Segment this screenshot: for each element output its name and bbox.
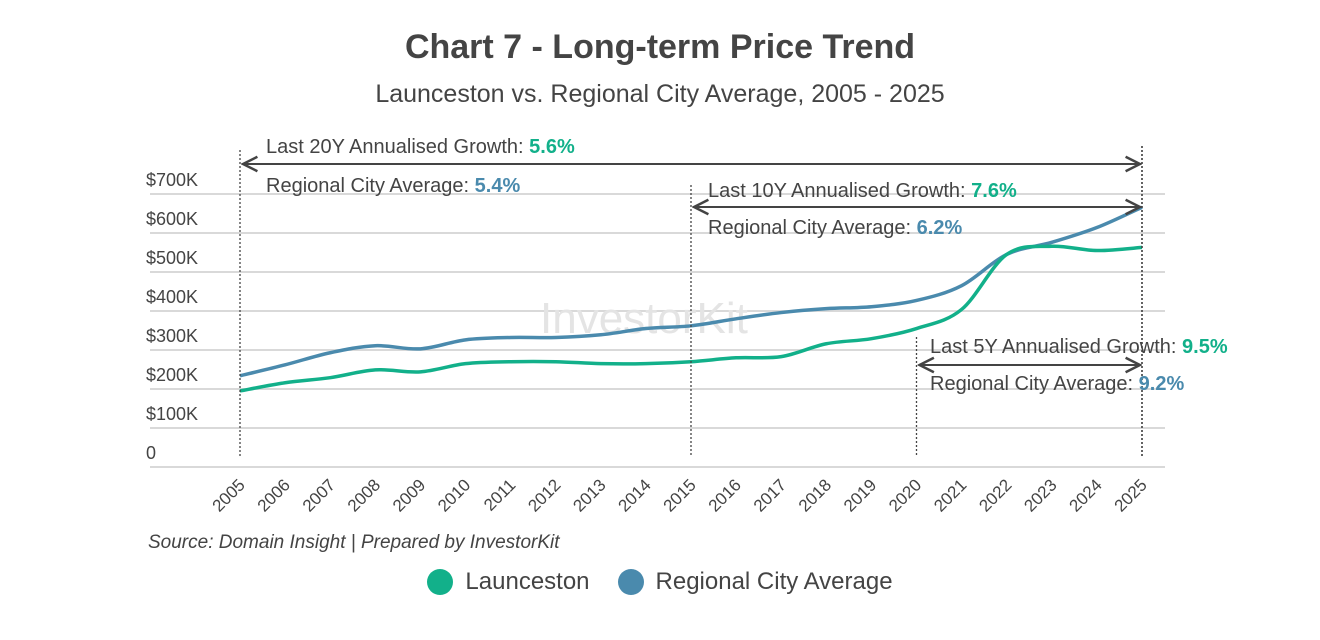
x-tick-label: 2024 — [1066, 475, 1106, 515]
annotation-growth-text: Last 10Y Annualised Growth: 7.6% — [708, 180, 1017, 202]
annotation-regional-label: Regional City Average: — [930, 373, 1139, 395]
y-tick-label: $700K — [146, 170, 198, 190]
annotation-growth-text: Last 5Y Annualised Growth: 9.5% — [930, 336, 1228, 358]
x-tick-label: 2022 — [975, 475, 1015, 515]
annotation-regional-value: 5.4% — [475, 175, 521, 197]
legend-marker-launceston — [427, 569, 454, 595]
annotation-regional-text: Regional City Average: 5.4% — [266, 175, 520, 197]
annotation-growth-value: 7.6% — [971, 180, 1017, 202]
y-tick-label: 0 — [146, 443, 156, 463]
legend-marker-regional — [617, 569, 644, 595]
x-tick-label: 2015 — [660, 475, 700, 515]
legend-item-launceston[interactable]: Launceston — [427, 568, 590, 596]
x-tick-label: 2007 — [299, 475, 339, 515]
x-tick-label: 2006 — [254, 475, 294, 515]
x-tick-label: 2019 — [840, 475, 880, 515]
source-note: Source: Domain Insight | Prepared by Inv… — [148, 532, 560, 553]
annotation-growth-label: Last 10Y Annualised Growth: — [708, 180, 971, 202]
x-tick-label: 2023 — [1020, 475, 1060, 515]
annotation-regional-label: Regional City Average: — [266, 175, 475, 197]
watermark-logo: InvestorKit — [540, 294, 748, 343]
x-tick-label: 2016 — [705, 475, 745, 515]
x-tick-label: 2011 — [480, 475, 519, 514]
x-tick-label: 2014 — [615, 475, 655, 515]
x-tick-label: 2017 — [750, 475, 790, 515]
legend-label-regional: Regional City Average — [655, 568, 893, 595]
legend: Launceston Regional City Average — [0, 568, 1320, 596]
x-tick-label: 2008 — [344, 475, 384, 515]
y-tick-label: $300K — [146, 326, 198, 346]
y-tick-label: $500K — [146, 248, 198, 268]
annotation-growth-value: 5.6% — [529, 136, 575, 158]
chart-subtitle: Launceston vs. Regional City Average, 20… — [375, 80, 945, 108]
x-tick-label: 2021 — [930, 475, 970, 515]
annotation-regional-value: 6.2% — [917, 217, 963, 239]
x-tick-label: 2013 — [569, 475, 609, 515]
x-tick-label: 2009 — [389, 475, 429, 515]
y-tick-label: $400K — [146, 287, 198, 307]
annotation-growth-text: Last 20Y Annualised Growth: 5.6% — [266, 136, 575, 158]
annotation-regional-text: Regional City Average: 6.2% — [708, 217, 962, 239]
annotation-growth-value: 9.5% — [1182, 336, 1228, 358]
annotation-growth-label: Last 20Y Annualised Growth: — [266, 136, 529, 158]
y-tick-label: $200K — [146, 365, 198, 385]
x-tick-label: 2018 — [795, 475, 835, 515]
x-tick-label: 2012 — [524, 475, 564, 515]
x-tick-label: 2025 — [1111, 475, 1151, 515]
x-tick-label: 2010 — [434, 475, 474, 515]
chart-title: Chart 7 - Long-term Price Trend — [404, 28, 916, 66]
y-tick-label: $100K — [146, 404, 198, 424]
legend-item-regional[interactable]: Regional City Average — [617, 568, 893, 596]
y-tick-label: $600K — [146, 209, 198, 229]
annotation-regional-value: 9.2% — [1139, 373, 1185, 395]
annotation-regional-label: Regional City Average: — [708, 217, 917, 239]
legend-label-launceston: Launceston — [465, 568, 590, 595]
annotation-regional-text: Regional City Average: 9.2% — [930, 373, 1184, 395]
annotation-growth-label: Last 5Y Annualised Growth: — [930, 336, 1182, 358]
x-tick-label: 2005 — [209, 475, 249, 515]
x-tick-label: 2020 — [885, 475, 925, 515]
